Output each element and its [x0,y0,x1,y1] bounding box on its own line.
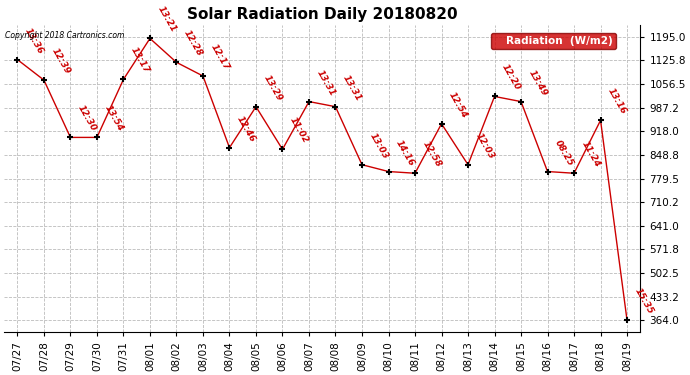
Text: 13:36: 13:36 [23,26,45,56]
Text: 11:02: 11:02 [288,116,310,145]
Text: 13:49: 13:49 [526,68,549,98]
Text: 13:03: 13:03 [368,131,390,160]
Text: 13:21: 13:21 [155,5,177,34]
Legend: Radiation  (W/m2): Radiation (W/m2) [491,33,616,50]
Text: 12:28: 12:28 [182,29,204,58]
Text: 12:20: 12:20 [500,63,522,92]
Text: 12:30: 12:30 [76,104,98,133]
Text: 12:39: 12:39 [50,46,72,76]
Text: 11:24: 11:24 [580,140,602,169]
Text: 13:29: 13:29 [262,73,284,102]
Text: Copyright 2018 Cartronics.com: Copyright 2018 Cartronics.com [6,31,125,40]
Text: 12:58: 12:58 [421,140,443,169]
Text: 12:54: 12:54 [447,90,469,120]
Text: 12:17: 12:17 [208,42,230,72]
Title: Solar Radiation Daily 20180820: Solar Radiation Daily 20180820 [187,7,457,22]
Text: 14:16: 14:16 [394,138,416,167]
Text: 13:17: 13:17 [129,46,151,75]
Text: 08:25: 08:25 [553,138,575,167]
Text: 12:03: 12:03 [473,131,495,160]
Text: 13:31: 13:31 [341,73,363,102]
Text: 13:16: 13:16 [606,87,628,116]
Text: 13:54: 13:54 [103,104,125,133]
Text: 13:31: 13:31 [315,68,337,98]
Text: 12:46: 12:46 [235,114,257,144]
Text: 15:35: 15:35 [633,287,655,316]
